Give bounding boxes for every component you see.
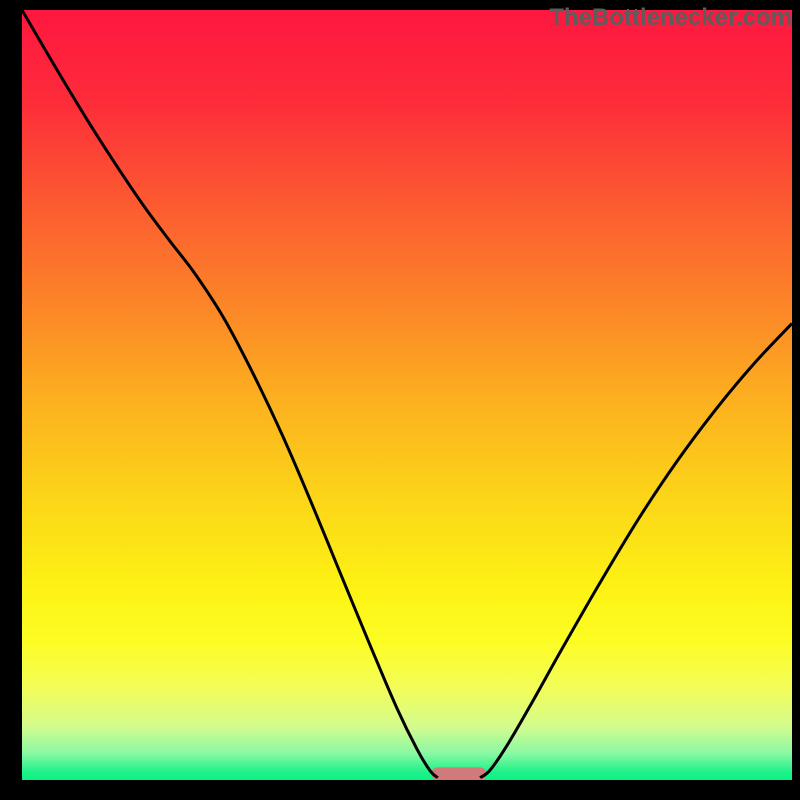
chart-container: TheBottlenecker.com — [0, 0, 800, 800]
plot-area — [22, 10, 792, 780]
gradient-background — [22, 10, 792, 780]
watermark-text: TheBottlenecker.com — [549, 4, 792, 32]
